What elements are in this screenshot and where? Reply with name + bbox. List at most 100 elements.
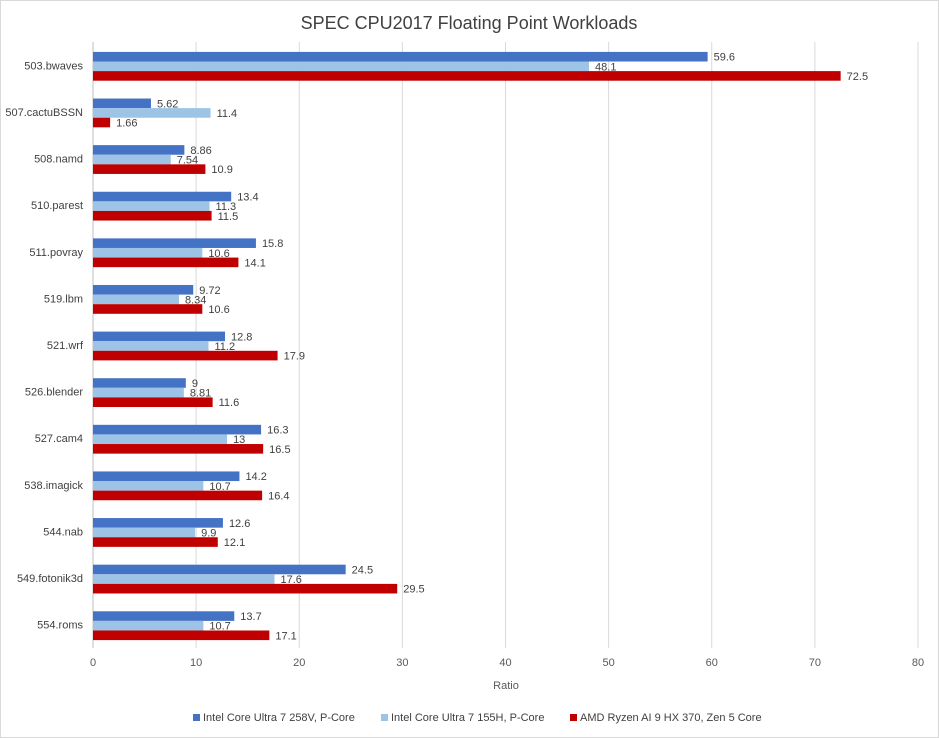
- bar: [93, 294, 180, 305]
- data-label: 10.9: [211, 164, 232, 176]
- legend-swatch: [381, 714, 388, 721]
- data-label: 14.2: [245, 471, 266, 483]
- data-label: 11.2: [215, 341, 236, 353]
- data-label: 13.7: [240, 611, 261, 623]
- data-label: 8.34: [185, 294, 206, 306]
- data-label: 14.1: [244, 257, 265, 269]
- bar: [93, 98, 151, 109]
- data-label: 5.62: [157, 98, 178, 110]
- category-label: 521.wrf: [47, 340, 84, 352]
- data-label: 9.72: [199, 285, 220, 297]
- category-label: 507.cactuBSSN: [5, 107, 83, 119]
- bar: [93, 537, 218, 547]
- x-tick-label: 80: [912, 657, 924, 669]
- data-label: 8.81: [190, 388, 211, 400]
- category-label: 508.namd: [34, 154, 83, 166]
- bars: [93, 51, 841, 641]
- category-label: 511.povray: [29, 247, 83, 259]
- bar: [93, 378, 186, 388]
- category-label: 544.nab: [43, 526, 83, 538]
- bar: [93, 71, 841, 81]
- bar: [93, 257, 239, 268]
- data-label: 1.66: [116, 118, 137, 130]
- x-tick-label: 50: [603, 657, 615, 669]
- category-label: 538.imagick: [24, 480, 83, 492]
- data-label: 16.5: [269, 444, 290, 456]
- category-label: 503.bwaves: [24, 60, 83, 72]
- bar: [93, 527, 196, 538]
- data-label: 12.1: [224, 537, 245, 549]
- x-axis-title: Ratio: [493, 680, 519, 692]
- data-label: 12.6: [229, 518, 250, 530]
- data-label: 48.1: [595, 61, 616, 73]
- legend: Intel Core Ultra 7 258V, P-Core Intel Cor…: [193, 712, 762, 724]
- data-label: 17.1: [275, 630, 296, 642]
- x-tick-label: 20: [293, 657, 305, 669]
- data-label: 13: [233, 434, 245, 446]
- data-label: 10.7: [209, 481, 230, 493]
- data-label: 72.5: [847, 71, 868, 83]
- x-tick-label: 30: [396, 657, 408, 669]
- data-label: 29.5: [403, 584, 424, 596]
- bar: [93, 481, 204, 491]
- data-label: 7.54: [177, 155, 198, 167]
- data-label: 59.6: [714, 52, 735, 64]
- bar: [93, 154, 171, 165]
- data-label: 11.5: [218, 211, 239, 223]
- legend-label: AMD Ryzen AI 9 HX 370, Zen 5 Core: [580, 712, 762, 724]
- bar: [93, 350, 278, 361]
- data-label: 10.6: [208, 248, 229, 260]
- data-label: 17.9: [284, 351, 305, 363]
- bar: [93, 145, 185, 155]
- bar: [93, 564, 346, 575]
- category-label: 554.roms: [37, 620, 83, 632]
- bar: [93, 397, 213, 408]
- bar: [93, 61, 590, 72]
- category-label: 519.lbm: [44, 293, 83, 305]
- bar: [93, 210, 212, 221]
- category-label: 549.fotonik3d: [17, 573, 83, 585]
- data-label: 11.3: [216, 201, 237, 213]
- bar: [93, 108, 211, 118]
- bar: [93, 284, 194, 295]
- x-tick-label: 70: [809, 657, 821, 669]
- category-label: 526.blender: [25, 387, 83, 399]
- x-tick-labels: 0 10 20 30 40 50 60 70 80: [90, 657, 924, 669]
- bar: [93, 630, 270, 641]
- x-tick-label: 40: [499, 657, 511, 669]
- data-label: 24.5: [352, 564, 373, 576]
- data-label: 16.4: [268, 490, 289, 502]
- data-label: 10.6: [208, 304, 229, 316]
- legend-swatch: [193, 714, 200, 721]
- x-tick-label: 10: [190, 657, 202, 669]
- data-label: 8.86: [190, 145, 211, 157]
- data-label: 11.6: [219, 397, 240, 409]
- category-label: 510.parest: [31, 200, 83, 212]
- legend-label: Intel Core Ultra 7 258V, P-Core: [203, 712, 355, 724]
- bar: [93, 247, 203, 258]
- bar: [93, 238, 256, 248]
- bar: [93, 574, 275, 584]
- legend-swatch: [570, 714, 577, 721]
- data-label: 15.8: [262, 238, 283, 250]
- bar: [93, 611, 235, 621]
- bar: [93, 518, 223, 528]
- bar: [93, 583, 398, 594]
- data-label: 13.4: [237, 192, 258, 204]
- data-label: 12.8: [231, 331, 252, 343]
- data-label: 9.9: [201, 527, 216, 539]
- bar: [93, 387, 184, 398]
- category-label: 527.cam4: [35, 433, 83, 445]
- bar: [93, 51, 708, 62]
- x-tick-label: 60: [706, 657, 718, 669]
- bar: [93, 444, 264, 454]
- bar: [93, 490, 263, 501]
- category-labels: 503.bwaves 507.cactuBSSN 508.namd 510.pares…: [5, 60, 84, 631]
- data-label: 11.4: [217, 108, 238, 120]
- bar: [93, 191, 232, 202]
- bar: [93, 117, 111, 128]
- bar: [93, 201, 210, 211]
- bar: [93, 331, 225, 342]
- bar: [93, 620, 204, 631]
